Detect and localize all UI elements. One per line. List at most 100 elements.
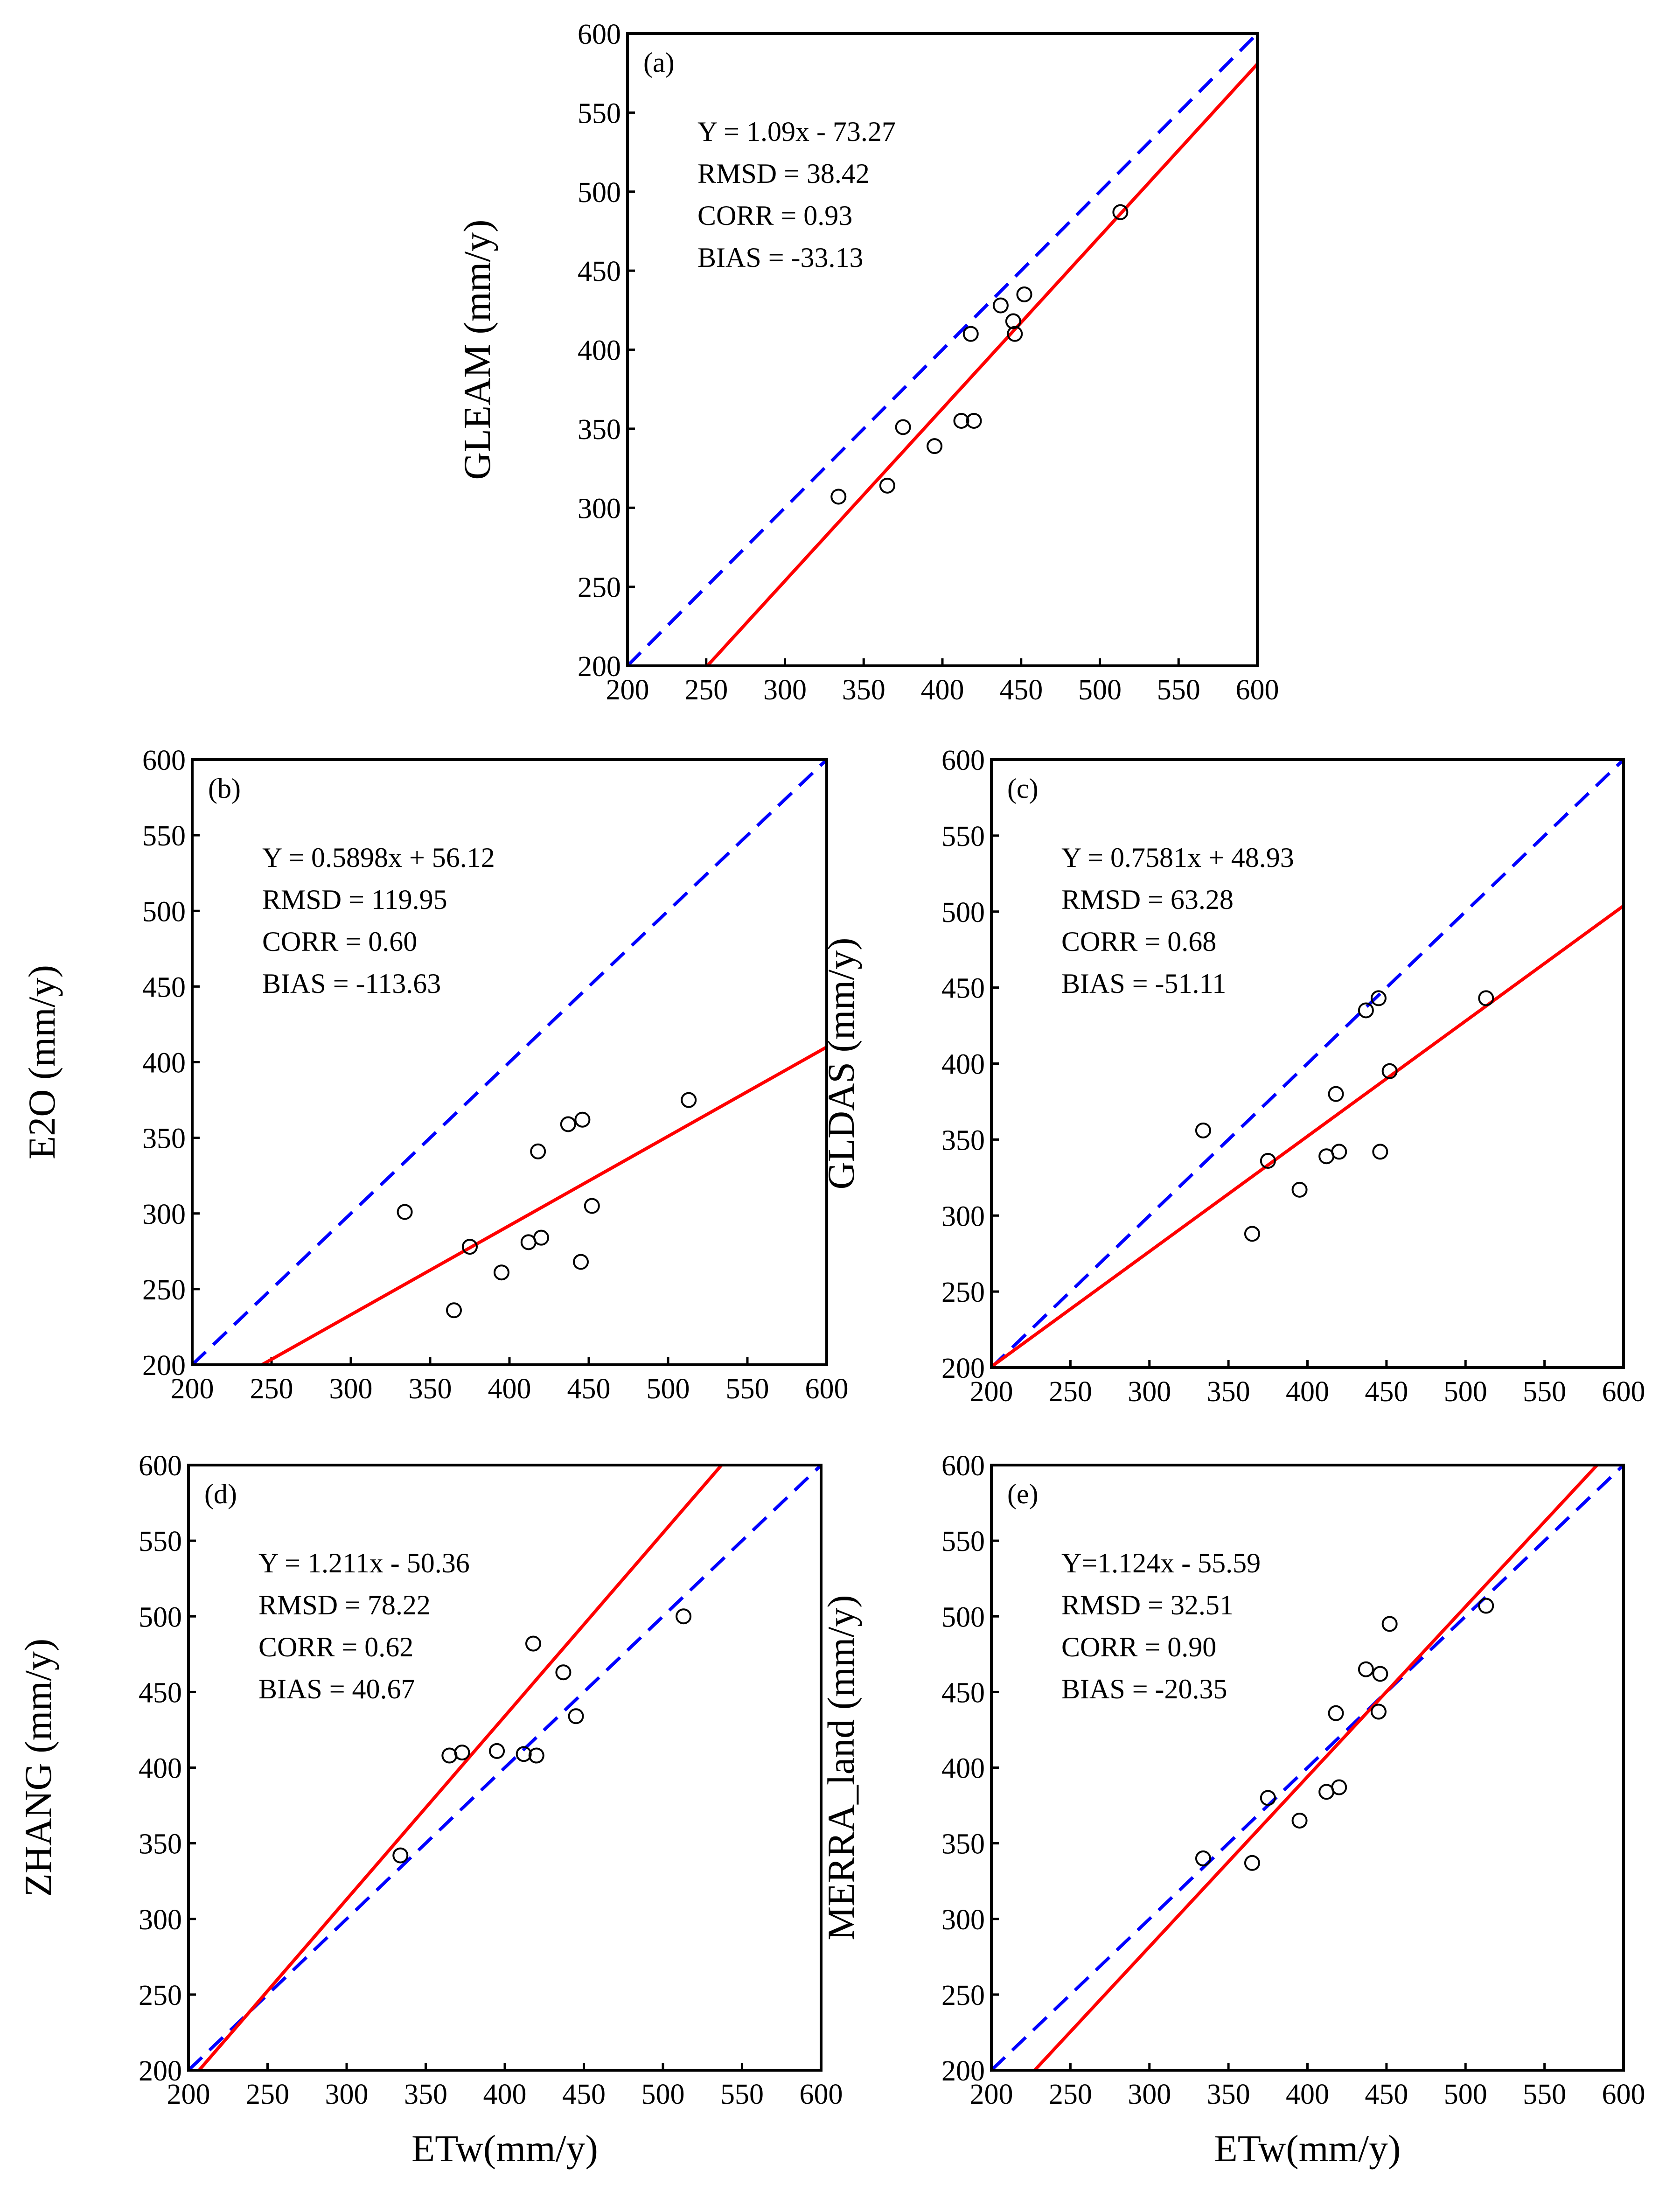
stat-line: RMSD = 32.51 xyxy=(1061,1590,1234,1620)
x-tick-label: 500 xyxy=(641,2079,685,2110)
stat-line: CORR = 0.62 xyxy=(258,1632,413,1662)
regression-line xyxy=(1032,1465,1600,2070)
data-point xyxy=(1007,326,1023,342)
regression-line xyxy=(991,904,1624,1368)
data-point xyxy=(574,1111,591,1128)
x-tick-label: 500 xyxy=(1444,1376,1487,1408)
y-tick-label: 400 xyxy=(578,335,621,367)
y-tick-label: 500 xyxy=(139,1601,182,1633)
stat-line: Y=1.124x - 55.59 xyxy=(1061,1548,1261,1578)
y-tick-label: 350 xyxy=(941,1829,985,1860)
stat-line: BIAS = -51.11 xyxy=(1061,968,1226,999)
x-tick-label: 500 xyxy=(1444,2079,1487,2110)
data-point xyxy=(525,1635,542,1652)
x-tick-label: 200 xyxy=(606,674,649,706)
data-point xyxy=(1358,1002,1374,1019)
data-point xyxy=(966,412,982,429)
data-point xyxy=(1372,1144,1388,1160)
data-point xyxy=(1260,1790,1276,1806)
x-tick-label: 250 xyxy=(250,1373,293,1405)
data-point xyxy=(1195,1850,1211,1867)
y-tick-label: 250 xyxy=(941,1980,985,2011)
x-tick-label: 300 xyxy=(763,674,807,706)
plot-frame xyxy=(990,758,1625,1369)
data-point xyxy=(397,1204,413,1220)
panel-d: 200 250 300 350 400 450 500 550 600 200 250 300 350 4… xyxy=(17,1450,843,2170)
data-point xyxy=(1291,1181,1308,1198)
data-point xyxy=(454,1745,470,1761)
reference-line xyxy=(991,760,1624,1368)
x-tick-label: 200 xyxy=(171,1373,214,1405)
x-tick-label: 400 xyxy=(1286,1376,1329,1408)
data-point xyxy=(494,1264,509,1281)
x-tick-label: 300 xyxy=(325,2079,369,2110)
reference-line xyxy=(192,760,827,1365)
data-point xyxy=(584,1198,600,1214)
x-tick-label: 500 xyxy=(1078,674,1122,706)
stat-line: Y = 0.7581x + 48.93 xyxy=(1061,842,1294,873)
x-tick-label: 400 xyxy=(483,2079,527,2110)
x-tick-label: 550 xyxy=(1523,1376,1566,1408)
y-tick-label: 300 xyxy=(139,1904,182,1936)
stat-line: RMSD = 78.22 xyxy=(258,1590,431,1620)
y-tick-label: 200 xyxy=(941,1353,985,1384)
y-tick-label: 250 xyxy=(578,572,621,604)
data-point xyxy=(676,1608,692,1625)
y-tick-label: 600 xyxy=(941,1450,985,1482)
y-tick-label: 450 xyxy=(941,1677,985,1709)
panel-c: 200 250 300 350 400 450 500 550 600 200 250 300 350 4… xyxy=(820,745,1645,1408)
data-point xyxy=(681,1092,697,1108)
data-point xyxy=(1370,1703,1387,1720)
y-tick-label: 400 xyxy=(941,1753,985,1785)
stat-line: BIAS = 40.67 xyxy=(258,1674,415,1704)
stat-line: CORR = 0.93 xyxy=(697,200,852,231)
panel-label: (c) xyxy=(1007,773,1039,804)
panel-b: 200 250 300 350 400 450 500 550 600 200 250 300 350 4… xyxy=(21,745,849,1405)
regression-line xyxy=(258,1046,827,1365)
stat-line: BIAS = -113.63 xyxy=(262,968,441,999)
x-tick-label: 550 xyxy=(720,2079,764,2110)
x-tick-label: 450 xyxy=(999,674,1043,706)
panel-label: (e) xyxy=(1007,1479,1039,1509)
x-tick-label: 350 xyxy=(409,1373,452,1405)
x-tick-label: 250 xyxy=(1049,2079,1092,2110)
x-tick-label: 600 xyxy=(800,2079,843,2110)
y-tick-label: 250 xyxy=(139,1980,182,2011)
line-layer xyxy=(991,1465,1624,2070)
data-point xyxy=(528,1747,544,1764)
x-tick-label: 600 xyxy=(805,1373,849,1405)
stat-line: Y = 1.09x - 73.27 xyxy=(697,116,896,147)
y-tick-label: 550 xyxy=(139,1526,182,1557)
y-tick-label: 350 xyxy=(142,1123,186,1155)
x-tick-label: 350 xyxy=(842,674,885,706)
x-tick-label: 600 xyxy=(1602,2079,1645,2110)
reference-line xyxy=(991,1465,1624,2070)
panel-e: 200 250 300 350 400 450 500 550 600 200 250 300 350 4… xyxy=(820,1450,1645,2170)
y-tick-label: 400 xyxy=(941,1049,985,1081)
x-tick-label: 300 xyxy=(329,1373,373,1405)
data-point xyxy=(1195,1122,1211,1138)
panel-label: (a) xyxy=(643,47,675,78)
data-point xyxy=(1244,1226,1260,1242)
y-axis-title: ZHANG (mm/y) xyxy=(17,1639,59,1897)
x-tick-label: 350 xyxy=(1207,2079,1250,2110)
data-point xyxy=(1112,204,1129,220)
x-tick-label: 600 xyxy=(1236,674,1279,706)
panel-label: (d) xyxy=(204,1479,237,1509)
x-tick-label: 550 xyxy=(1157,674,1200,706)
stat-line: CORR = 0.60 xyxy=(262,926,417,957)
y-axis-title: E2O (mm/y) xyxy=(21,965,63,1159)
stat-line: RMSD = 38.42 xyxy=(697,158,870,189)
y-tick-label: 200 xyxy=(142,1350,186,1382)
data-point xyxy=(992,297,1009,314)
x-tick-label: 400 xyxy=(488,1373,531,1405)
y-tick-label: 250 xyxy=(941,1277,985,1308)
data-point xyxy=(1016,286,1032,302)
x-tick-label: 550 xyxy=(726,1373,769,1405)
y-tick-label: 600 xyxy=(578,19,621,50)
stat-line: Y = 1.211x - 50.36 xyxy=(258,1548,470,1578)
data-point xyxy=(1478,1598,1494,1614)
y-tick-label: 550 xyxy=(941,1526,985,1557)
line-layer xyxy=(627,34,1257,666)
